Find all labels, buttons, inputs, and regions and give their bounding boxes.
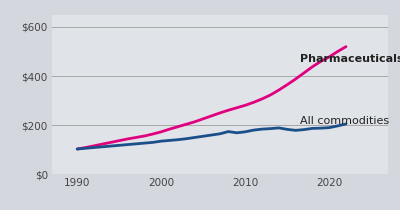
- Text: All commodities: All commodities: [300, 116, 389, 126]
- Text: Pharmaceuticals: Pharmaceuticals: [300, 54, 400, 64]
- Bar: [52, 15, 388, 174]
